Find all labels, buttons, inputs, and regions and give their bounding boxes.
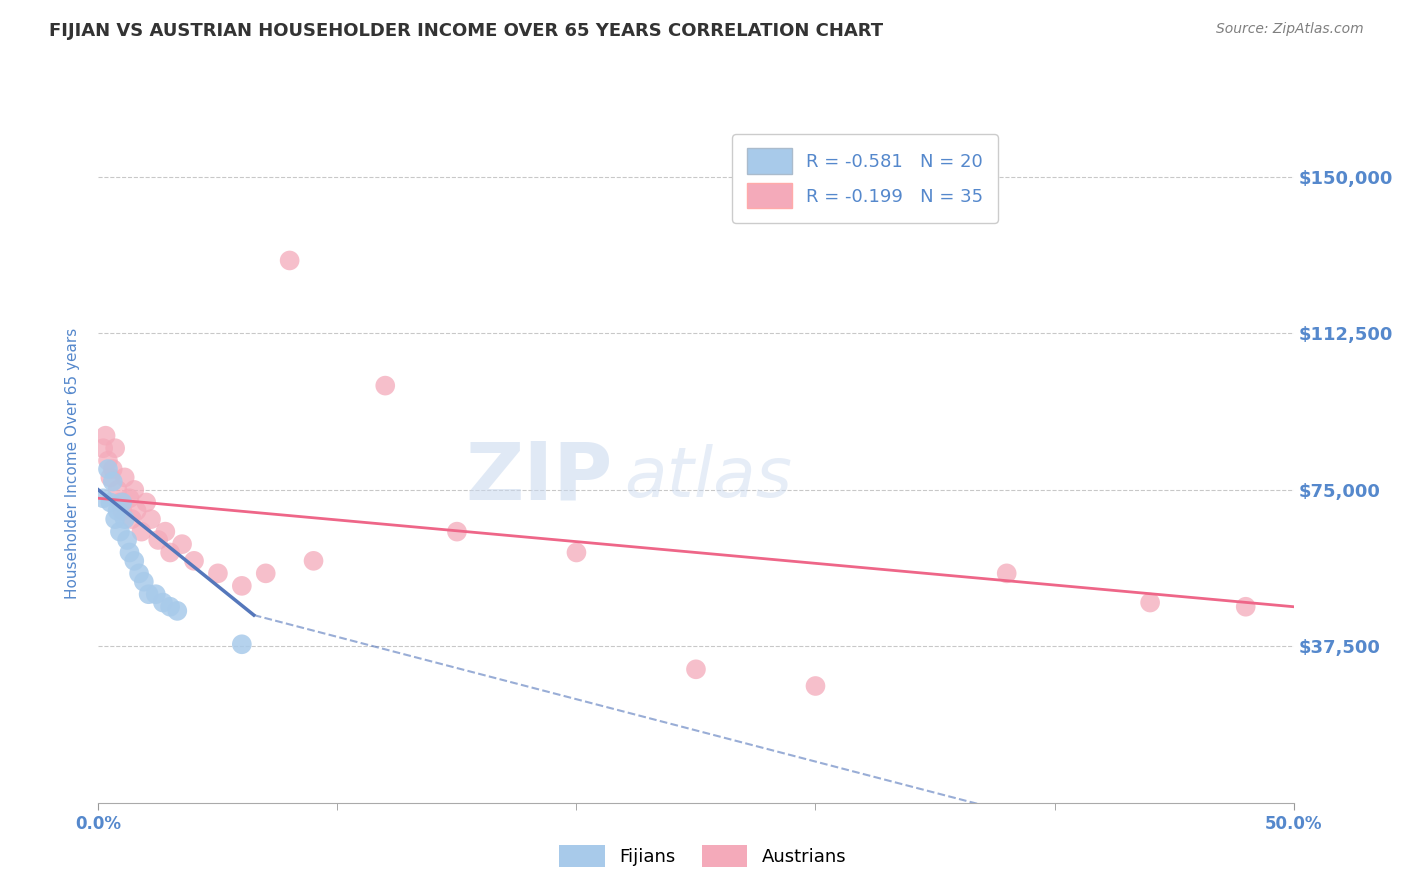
Point bbox=[114, 512, 136, 526]
Point bbox=[128, 566, 150, 581]
Text: FIJIAN VS AUSTRIAN HOUSEHOLDER INCOME OVER 65 YEARS CORRELATION CHART: FIJIAN VS AUSTRIAN HOUSEHOLDER INCOME OV… bbox=[49, 22, 883, 40]
Point bbox=[107, 483, 129, 497]
Point bbox=[98, 470, 122, 484]
Point bbox=[148, 533, 170, 547]
Point bbox=[111, 504, 134, 518]
Y-axis label: Householder Income Over 65 years: Householder Income Over 65 years bbox=[65, 328, 80, 599]
Point bbox=[565, 545, 588, 559]
Point bbox=[152, 596, 174, 610]
Point bbox=[124, 554, 146, 568]
Point bbox=[159, 545, 181, 559]
Point bbox=[139, 512, 162, 526]
Point bbox=[121, 512, 143, 526]
Point bbox=[446, 524, 468, 539]
Legend: R = -0.581   N = 20, R = -0.199   N = 35: R = -0.581 N = 20, R = -0.199 N = 35 bbox=[733, 134, 998, 223]
Point bbox=[101, 475, 124, 489]
Point bbox=[114, 470, 136, 484]
Point bbox=[91, 441, 114, 455]
Point bbox=[302, 554, 325, 568]
Point bbox=[115, 533, 138, 547]
Point bbox=[104, 441, 127, 455]
Point bbox=[254, 566, 277, 581]
Point bbox=[125, 504, 148, 518]
Point bbox=[135, 495, 157, 509]
Point bbox=[1139, 596, 1161, 610]
Point bbox=[108, 524, 131, 539]
Text: Source: ZipAtlas.com: Source: ZipAtlas.com bbox=[1216, 22, 1364, 37]
Point bbox=[101, 462, 124, 476]
Point bbox=[138, 587, 160, 601]
Text: atlas: atlas bbox=[624, 444, 792, 511]
Point bbox=[124, 483, 146, 497]
Point bbox=[995, 566, 1018, 581]
Point bbox=[107, 504, 129, 518]
Point bbox=[94, 428, 117, 442]
Text: ZIP: ZIP bbox=[465, 438, 613, 516]
Point bbox=[118, 491, 141, 506]
Point bbox=[108, 495, 131, 509]
Point bbox=[159, 599, 181, 614]
Point bbox=[172, 537, 194, 551]
Point bbox=[1234, 599, 1257, 614]
Point bbox=[155, 524, 177, 539]
Point bbox=[145, 587, 167, 601]
Point bbox=[111, 495, 134, 509]
Point bbox=[131, 524, 153, 539]
Point bbox=[104, 512, 127, 526]
Point bbox=[278, 253, 301, 268]
Point bbox=[132, 574, 155, 589]
Point bbox=[166, 604, 188, 618]
Point bbox=[118, 545, 141, 559]
Point bbox=[97, 462, 120, 476]
Point bbox=[91, 491, 114, 506]
Point bbox=[374, 378, 396, 392]
Legend: Fijians, Austrians: Fijians, Austrians bbox=[553, 838, 853, 874]
Point bbox=[231, 637, 253, 651]
Point bbox=[207, 566, 229, 581]
Point bbox=[685, 662, 707, 676]
Point bbox=[183, 554, 205, 568]
Point bbox=[804, 679, 827, 693]
Point bbox=[231, 579, 253, 593]
Point bbox=[98, 495, 122, 509]
Point bbox=[97, 453, 120, 467]
